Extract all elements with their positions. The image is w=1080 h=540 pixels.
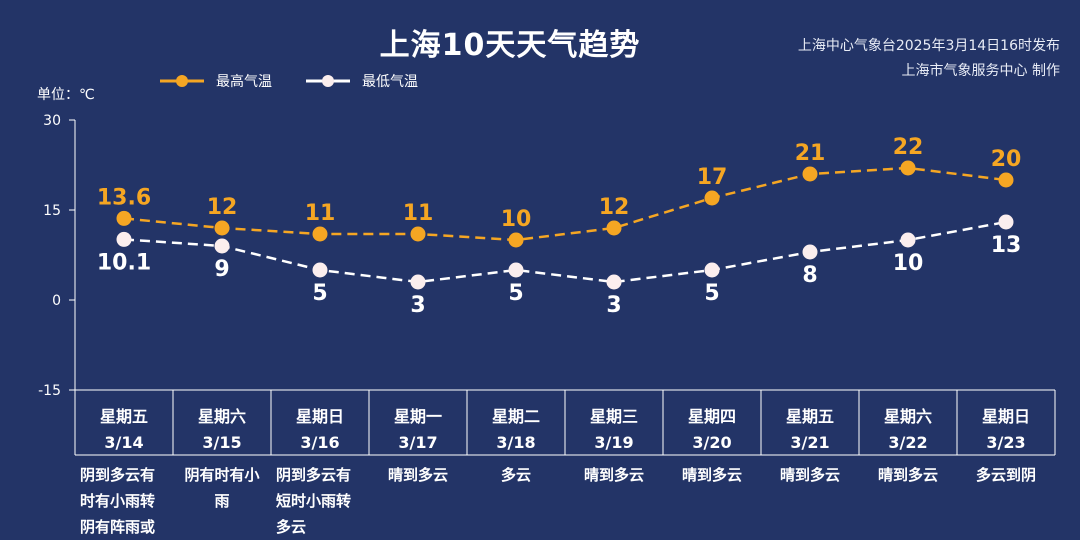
legend: 最高气温 最低气温 [160, 71, 418, 91]
data-label-low: 10 [893, 251, 924, 276]
date-label: 3/15 [202, 433, 241, 452]
data-point-low [116, 231, 132, 247]
weekday-label: 星期五 [786, 407, 834, 426]
weekday-label: 星期六 [884, 407, 932, 426]
data-label-low: 13 [991, 233, 1022, 258]
date-label: 3/19 [594, 433, 633, 452]
data-point-high [508, 232, 524, 248]
date-label: 3/20 [692, 433, 731, 452]
legend-label-low: 最低气温 [362, 74, 418, 90]
unit-label: 单位：℃ [37, 87, 95, 103]
weekday-label: 星期二 [492, 407, 540, 426]
weather-description: 晴到多云 [681, 466, 742, 484]
data-point-high [312, 226, 328, 242]
data-label-high: 20 [991, 147, 1022, 172]
data-point-high [214, 220, 230, 236]
data-label-high: 12 [599, 195, 630, 220]
data-point-high [704, 190, 720, 206]
issuer-credit: 上海中心气象台2025年3月14日16时发布 [797, 38, 1060, 54]
data-point-low [508, 262, 524, 278]
weather-description: 阴到多云有时有小雨转阴有阵雨或 [80, 466, 156, 536]
data-label-high: 11 [305, 201, 336, 226]
series-line-low [123, 220, 1007, 284]
date-label: 3/16 [300, 433, 339, 452]
producer-credit: 上海市气象服务中心 制作 [901, 63, 1060, 79]
date-label: 3/22 [888, 433, 927, 452]
data-label-low: 9 [214, 257, 229, 282]
date-label: 3/18 [496, 433, 535, 452]
data-label-high: 22 [893, 135, 924, 160]
data-label-high: 10 [501, 207, 532, 232]
data-label-low: 5 [312, 281, 327, 306]
weekday-label: 星期三 [590, 407, 638, 426]
data-point-low [410, 274, 426, 290]
weekday-label: 星期五 [100, 407, 148, 426]
data-label-high: 11 [403, 201, 434, 226]
data-point-high [900, 160, 916, 176]
y-tick-label: 30 [43, 113, 61, 129]
legend-marker-high [160, 75, 204, 87]
weekday-label: 星期四 [688, 407, 736, 426]
legend-item-high: 最高气温 [160, 71, 272, 91]
weekday-label: 星期日 [296, 407, 344, 426]
data-label-high: 13.6 [97, 185, 151, 210]
data-point-high [606, 220, 622, 236]
weather-description: 阴到多云有短时小雨转多云 [276, 466, 352, 536]
data-label-low: 8 [802, 263, 817, 288]
weather-description: 多云到阴 [975, 466, 1036, 484]
data-point-low [802, 244, 818, 260]
series-line-high [123, 166, 1007, 242]
data-label-high: 21 [795, 141, 826, 166]
legend-label-high: 最高气温 [216, 74, 272, 90]
data-point-high [116, 210, 132, 226]
data-point-low [704, 262, 720, 278]
date-label: 3/21 [790, 433, 829, 452]
date-label: 3/17 [398, 433, 437, 452]
data-label-low: 3 [410, 293, 425, 318]
legend-item-low: 最低气温 [306, 71, 418, 91]
weather-description: 晴到多云 [779, 466, 840, 484]
data-label-low: 10.1 [97, 250, 151, 275]
data-label-low: 3 [606, 293, 621, 318]
data-point-high [410, 226, 426, 242]
weather-description: 晴到多云 [877, 466, 938, 484]
data-label-high: 17 [697, 165, 728, 190]
data-point-low [998, 214, 1014, 230]
data-point-low [900, 232, 916, 248]
chart-title: 上海10天天气趋势 [379, 28, 641, 63]
weather-description: 阴有时有小雨 [184, 466, 260, 510]
date-label: 3/14 [104, 433, 143, 452]
weekday-label: 星期六 [198, 407, 246, 426]
data-label-high: 12 [207, 195, 238, 220]
data-point-high [998, 172, 1014, 188]
weather-description: 晴到多云 [387, 466, 448, 484]
data-point-low [606, 274, 622, 290]
weekday-label: 星期一 [394, 407, 442, 426]
data-point-high [802, 166, 818, 182]
weather-description: 多云 [500, 466, 531, 484]
weekday-label: 星期日 [982, 407, 1030, 426]
y-tick-label: 15 [43, 203, 61, 219]
data-label-low: 5 [508, 281, 523, 306]
y-tick-label: -15 [38, 383, 61, 399]
data-point-low [312, 262, 328, 278]
data-point-low [214, 238, 230, 254]
weather-description: 晴到多云 [583, 466, 644, 484]
legend-marker-low [306, 75, 350, 87]
data-label-low: 5 [704, 281, 719, 306]
date-label: 3/23 [986, 433, 1025, 452]
y-tick-label: 0 [52, 293, 61, 309]
